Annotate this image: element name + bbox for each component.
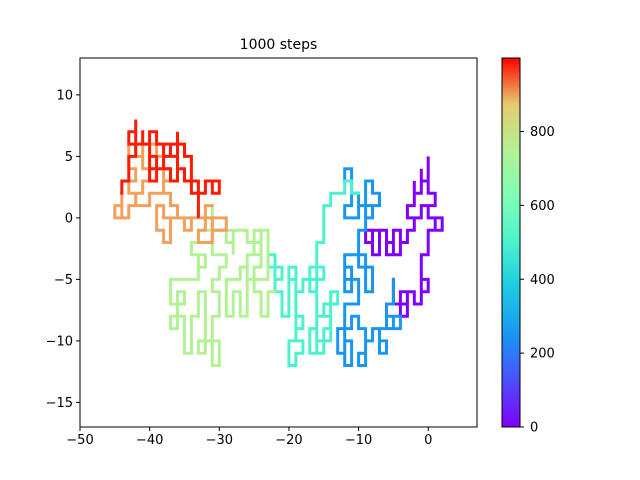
x-tick-label: −40 [136,433,163,448]
colorbar-tick-label: 600 [530,199,555,214]
y-tick-label: −10 [46,334,73,349]
y-tick-label: 0 [65,211,73,226]
walk-segment-3 [266,179,361,367]
x-tick-label: −20 [275,433,302,448]
walk-segment-5 [113,142,228,244]
colorbar-tick-label: 200 [530,347,555,362]
colorbar-tick-label: 0 [530,421,538,436]
x-tick-label: −50 [66,433,93,448]
walk-segment-6 [120,119,221,218]
walk-segment-4 [169,204,277,367]
walk-path-layer [113,119,444,367]
y-tick-label: 10 [56,88,73,103]
colorbar-ticks: 0 200 400 600 800 [520,125,555,436]
plot-frame [79,57,478,428]
walk-segment-2 [336,167,402,367]
chart-title: 1000 steps [240,37,318,53]
y-tick-label: −5 [54,273,73,288]
x-tick-label: 0 [424,433,432,448]
colorbar-tick-label: 400 [530,273,555,288]
y-tick-label: 5 [65,150,73,165]
y-tick-label: −15 [46,396,73,411]
x-tick-label: −10 [345,433,372,448]
x-tick-label: −30 [206,433,233,448]
walk-segment-1 [364,156,444,318]
y-axis-ticks: −15 −10 −5 0 5 10 [46,88,80,411]
colorbar-tick-label: 800 [530,125,555,140]
x-axis-ticks: −50 −40 −30 −20 −10 0 [66,427,432,448]
colorbar [501,57,521,428]
